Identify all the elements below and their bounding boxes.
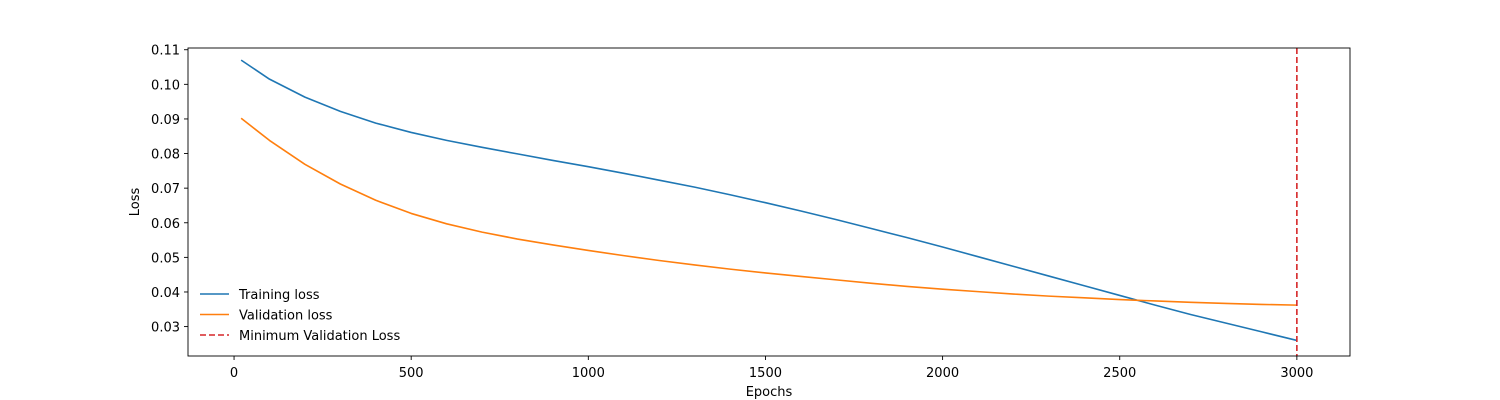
y-tick-label: 0.10 bbox=[151, 78, 180, 93]
y-axis-label: Loss bbox=[128, 188, 143, 217]
x-tick-label: 1500 bbox=[749, 366, 782, 381]
y-tick-label: 0.05 bbox=[151, 251, 180, 266]
series-line-training-loss bbox=[240, 59, 1298, 342]
y-tick-label: 0.06 bbox=[151, 217, 180, 232]
plot-frame bbox=[187, 47, 1351, 357]
y-tick-label: 0.03 bbox=[151, 321, 180, 336]
legend-label: Training loss bbox=[238, 288, 320, 303]
x-tick-label: 2000 bbox=[926, 366, 959, 381]
y-tick-label: 0.07 bbox=[151, 182, 180, 197]
y-tick-label: 0.09 bbox=[151, 113, 180, 128]
x-tick-label: 3000 bbox=[1280, 366, 1313, 381]
x-tick-label: 1000 bbox=[572, 366, 605, 381]
y-tick-label: 0.04 bbox=[151, 286, 180, 301]
y-tick-label: 0.08 bbox=[151, 148, 180, 163]
x-tick-label: 0 bbox=[230, 366, 238, 381]
x-tick-label: 2500 bbox=[1103, 366, 1136, 381]
legend-label: Minimum Validation Loss bbox=[239, 329, 400, 344]
series-line-validation-loss bbox=[240, 117, 1297, 306]
y-tick-label: 0.11 bbox=[151, 44, 180, 59]
x-axis-label: Epochs bbox=[746, 385, 793, 400]
x-tick-label: 500 bbox=[399, 366, 424, 381]
legend-label: Validation loss bbox=[239, 309, 333, 324]
